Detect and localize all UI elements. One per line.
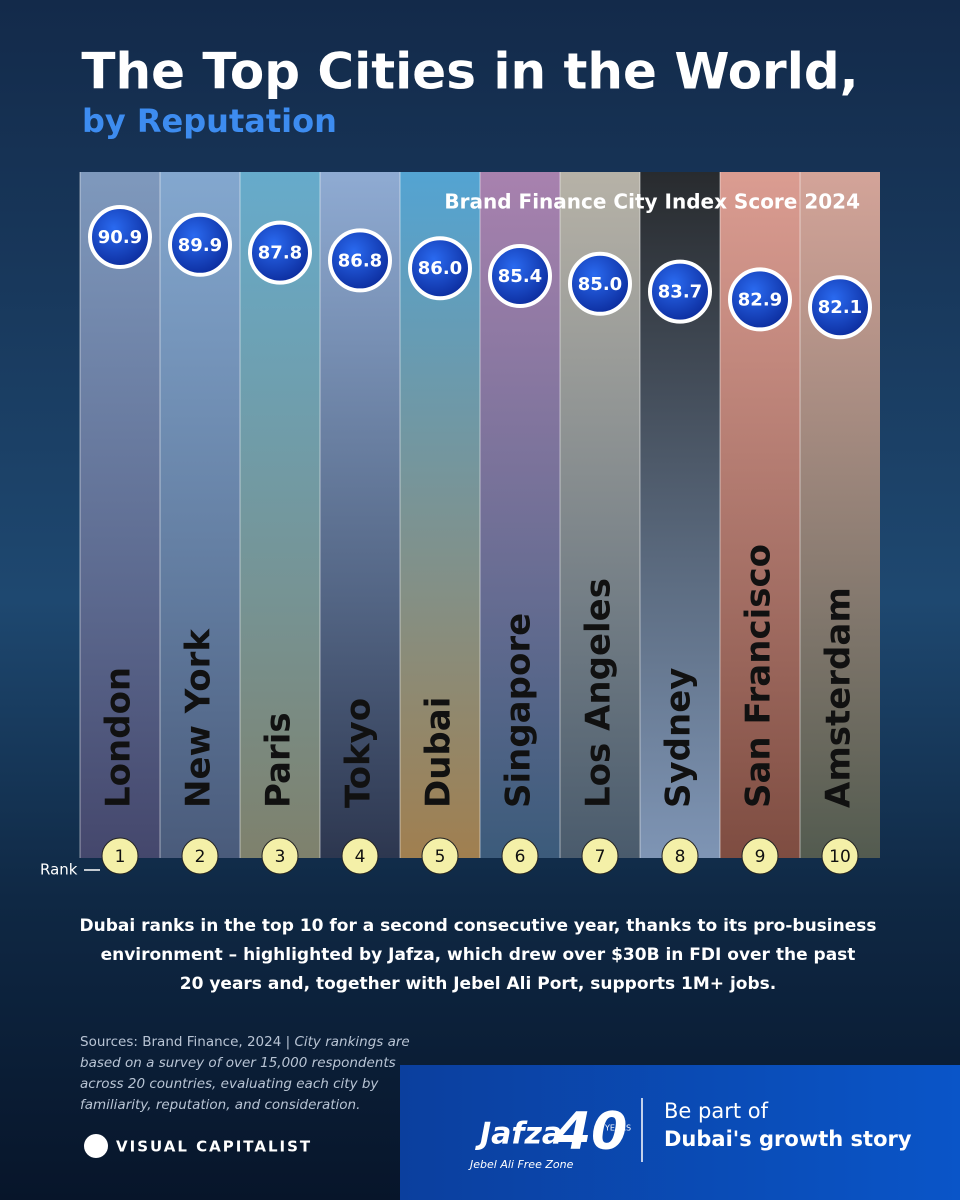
city-name: New York [179,628,219,808]
score-badge [248,220,312,285]
rank-badge [261,837,299,875]
chart-label: Brand Finance City Index Score 2024 [444,190,860,214]
sponsor-panel [400,1065,960,1200]
rank-badge [821,837,859,875]
rank-badge [341,837,379,875]
city-name: San Francisco [739,544,779,808]
note-line: environment – highlighted by Jafza, whic… [101,945,856,965]
rank: 1 [115,847,126,867]
rank: 7 [595,847,606,867]
city-column [80,172,160,858]
city-column [240,172,320,858]
score-badge [168,212,232,277]
rank: 4 [355,847,366,867]
score-badge [488,244,552,308]
city-name: Amsterdam [819,587,859,808]
note-line: 20 years and, together with Jebel Ali Po… [180,974,776,994]
score: 85.4 [498,266,542,287]
brand: VISUAL CAPITALIST [116,1138,312,1156]
city-name: Paris [259,712,299,808]
note-line: Dubai ranks in the top 10 for a second c… [79,916,876,936]
rank: 9 [755,847,766,867]
score: 86.0 [418,258,462,279]
rank: 5 [435,847,446,867]
score-badge [648,259,712,324]
rank: 2 [195,847,206,867]
rank-badge [501,837,539,875]
score: 82.1 [818,297,862,318]
sponsor-sub: Jebel Ali Free Zone [468,1158,574,1171]
rank: 8 [675,847,686,867]
rank-badge [741,837,779,875]
score-badge [568,251,632,316]
city-name: Singapore [499,613,539,808]
sponsor-name: Jafza [475,1117,562,1152]
sources: Sources: Brand Finance, 2024 | City rank… [80,1034,410,1113]
city-name: London [99,667,139,808]
rank: 6 [515,847,526,867]
cta-2: Dubai's growth story [664,1127,912,1151]
note: Dubai ranks in the top 10 for a second c… [79,916,876,994]
score: 87.8 [258,243,302,264]
score: 83.7 [658,282,702,303]
score: 82.9 [738,289,782,310]
score-badge [728,267,792,332]
cta-1: Be part of [664,1099,769,1123]
sponsor-logo: 40 [554,1102,627,1162]
sources-lead: Sources: Brand Finance, 2024 | [80,1034,290,1050]
score-badge [88,205,152,269]
rank-label: Rank [40,861,78,879]
city-name: Dubai [419,697,459,808]
city-name: Tokyo [339,698,379,808]
title: The Top Cities in the World, [81,43,858,101]
sources-line: City rankings are [290,1034,410,1050]
score: 85.0 [578,274,622,295]
rank: 3 [275,847,286,867]
rank-badge [181,837,219,875]
subtitle: by Reputation [82,102,337,140]
score-badge [808,275,872,340]
city-name: Los Angeles [579,578,619,808]
score-badge [408,236,472,301]
sources-line: familiarity, reputation, and considerati… [80,1097,360,1113]
sources-line: based on a survey of over 15,000 respond… [80,1055,396,1071]
sponsor-years: YEARS [604,1124,631,1133]
sources-text: Sources: Brand Finance, 2024 | City rank… [80,1034,410,1113]
score-badge [328,228,392,293]
city-name: Sydney [659,668,699,808]
rank-badge [101,837,139,875]
rank-badge [661,837,699,875]
brand-logo [84,1134,108,1158]
rank-badge [421,837,459,875]
columns: 90.9 London 1 89.9 New York 2 87.8 Paris 3 86.8 To… [79,172,880,875]
rank: 10 [829,847,851,867]
score: 86.8 [338,250,382,271]
score: 89.9 [178,235,222,256]
sources-line: across 20 countries, evaluating each cit… [80,1076,379,1092]
rank-badge [581,837,619,875]
city-column [160,172,240,858]
score: 90.9 [98,227,142,248]
